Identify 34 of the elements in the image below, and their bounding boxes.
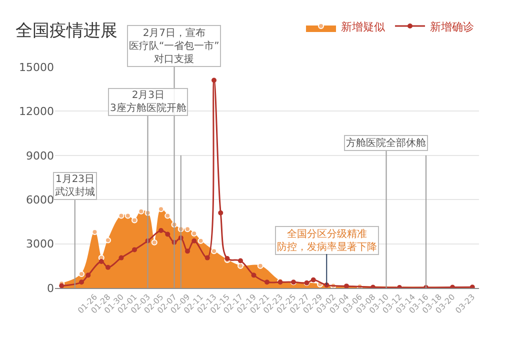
ref-line-label: 2月7日，宣布医疗队“一省包一市”对口支援: [129, 27, 220, 65]
y-tick-label: 15000: [19, 60, 54, 74]
point: [370, 284, 376, 288]
point: [185, 248, 190, 254]
point: [218, 210, 224, 216]
point: [106, 264, 110, 270]
point: [212, 78, 216, 83]
point: [204, 255, 210, 260]
annotation: 全国分区分级精准防控，发病率显著下降: [277, 228, 377, 253]
point: [344, 284, 349, 288]
y-tick-label: 12000: [19, 105, 54, 118]
point: [192, 238, 197, 244]
legend-label: 新增确诊: [430, 20, 474, 34]
ref-line-label: 1月23日武汉封城: [55, 174, 95, 198]
point: [98, 258, 104, 264]
point: [158, 228, 164, 234]
point: [165, 232, 170, 237]
legend-label: 新增疑似: [341, 20, 385, 34]
point: [310, 277, 316, 282]
point: [251, 272, 256, 278]
y-tick-label: 3000: [26, 238, 54, 251]
point: [264, 280, 270, 285]
point: [86, 272, 91, 278]
ref-line-label: 方舱医院全部休舱: [346, 137, 426, 149]
y-tick-label: 9000: [26, 149, 54, 162]
point: [79, 280, 84, 285]
point: [118, 255, 124, 260]
y-tick-label: 6000: [26, 193, 54, 206]
point: [132, 247, 137, 252]
point: [238, 258, 243, 264]
ref-line-label: 2月3日3座方舱医院开舱: [110, 90, 186, 114]
y-tick-label: 0: [47, 282, 54, 295]
point: [59, 283, 64, 288]
chart-title: 全国疫情进展: [15, 20, 118, 41]
